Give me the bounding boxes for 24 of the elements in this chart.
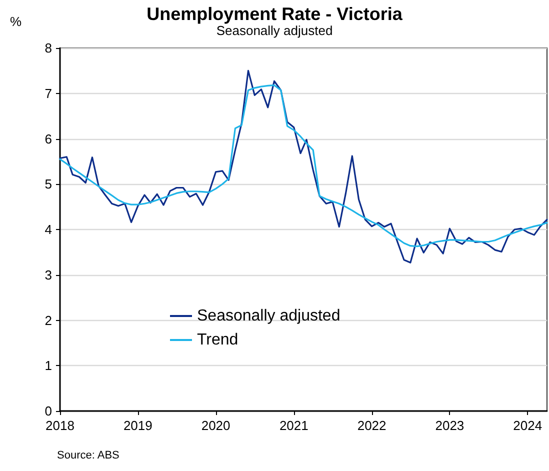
x-tick-label: 2024 (513, 418, 542, 433)
y-tick-label: 4 (44, 222, 52, 237)
y-tick-label: 2 (44, 312, 52, 328)
x-tick-label: 2020 (201, 418, 230, 433)
x-tick-label: 2019 (123, 418, 152, 433)
y-axis-title: % (10, 14, 22, 29)
legend-label: Seasonally adjusted (197, 308, 340, 324)
chart-title: Unemployment Rate - Victoria (146, 4, 404, 24)
y-tick-label: 3 (44, 267, 52, 282)
x-tick-label: 2022 (357, 418, 386, 433)
y-tick-label: 0 (44, 404, 52, 418)
y-tick-label: 1 (44, 358, 52, 374)
x-tick-label: 2023 (435, 418, 464, 433)
source-note: Source: ABS (57, 450, 120, 462)
legend-label: Trend (197, 332, 238, 348)
line-series (59, 70, 548, 264)
x-tick-label: 2018 (46, 418, 74, 433)
y-tick-label: 7 (44, 86, 52, 101)
x-tick-label: 2021 (279, 418, 308, 433)
y-tick-label: 5 (44, 176, 52, 192)
y-tick-label: 8 (44, 40, 52, 56)
line-series (59, 84, 548, 248)
y-tick-label: 6 (44, 131, 52, 146)
chart-subtitle: Seasonally adjusted (216, 23, 333, 38)
